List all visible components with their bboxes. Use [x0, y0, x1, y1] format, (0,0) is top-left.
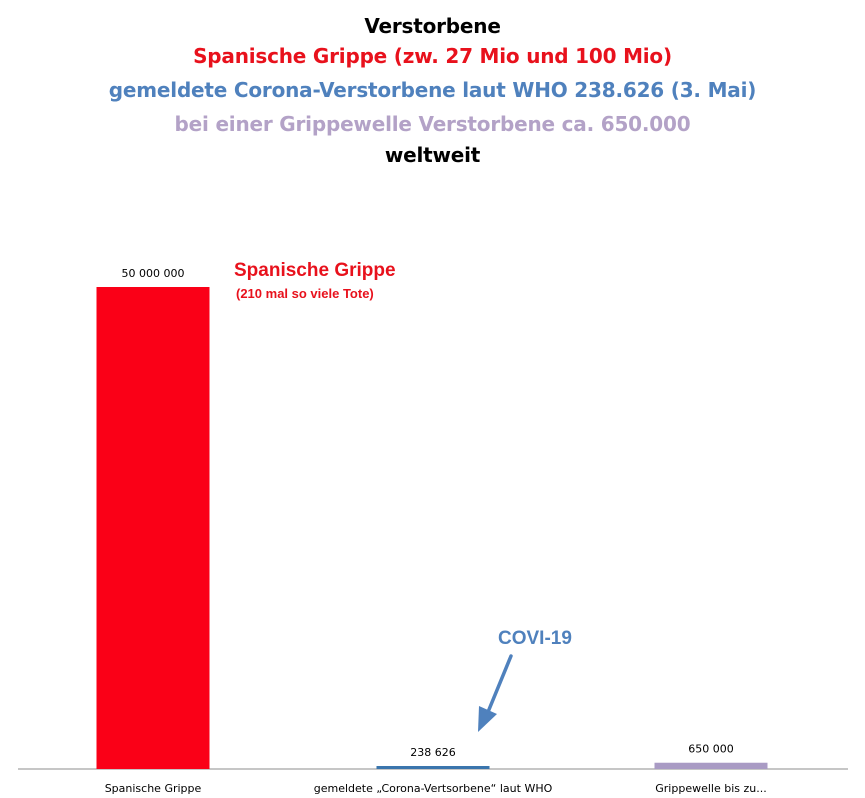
- bar-2: [376, 766, 490, 769]
- chart-title-line-4: bei einer Grippewelle Verstorbene ca. 65…: [174, 112, 691, 136]
- category-label-2: gemeldete „Corona-Vertsorbene“ laut WHO: [314, 782, 553, 795]
- value-label-1: 50 000 000: [122, 267, 185, 280]
- annotation-covid: COVI-19: [498, 628, 572, 649]
- annotation-spanische-grippe: Spanische Grippe: [234, 260, 396, 281]
- value-label-3: 650 000: [688, 743, 734, 756]
- annotation-spanische-grippe-sub: (210 mal so viele Tote): [236, 286, 374, 301]
- chart-title-line-5: weltweit: [384, 143, 481, 167]
- arrow-icon: [478, 654, 513, 732]
- value-labels-group: 50 000 000 238 626 650 000: [122, 267, 734, 759]
- category-label-3: Grippewelle bis zu...: [655, 782, 766, 795]
- chart-title-line-2: Spanische Grippe (zw. 27 Mio und 100 Mio…: [193, 44, 672, 68]
- bars-group: [96, 287, 768, 769]
- value-label-2: 238 626: [410, 746, 456, 759]
- category-label-1: Spanische Grippe: [105, 782, 202, 795]
- bar-3: [654, 762, 768, 769]
- bar-1: [96, 287, 210, 769]
- chart-title-line-1: Verstorbene: [364, 14, 501, 38]
- chart-title-line-3: gemeldete Corona-Verstorbene laut WHO 23…: [108, 78, 757, 102]
- category-labels-group: Spanische Grippe gemeldete „Corona-Vertso…: [105, 782, 767, 795]
